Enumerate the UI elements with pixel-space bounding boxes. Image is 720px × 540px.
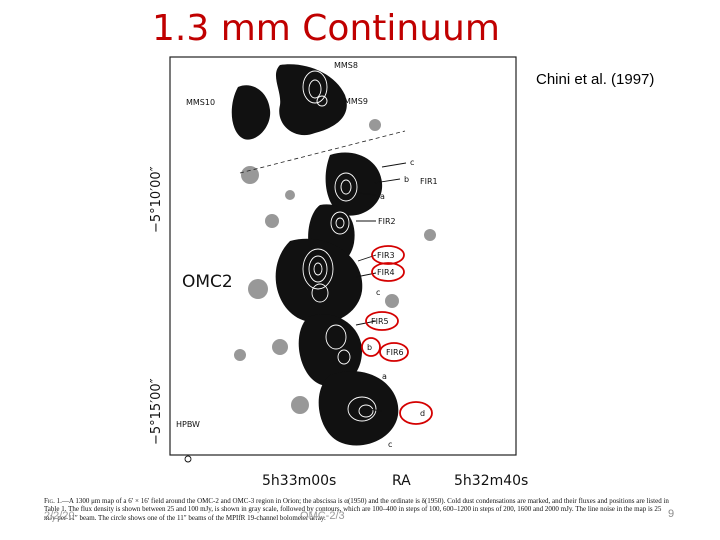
label-d: d (420, 409, 425, 418)
emission-south (318, 371, 399, 446)
region-divider (239, 130, 406, 174)
footer-center: OMC-2/3 (300, 510, 345, 522)
label-omc2: OMC2 (182, 272, 233, 292)
circle-b (361, 337, 381, 357)
dec-label-2: −5°15′00″ (149, 378, 164, 445)
gray-scale-emission (231, 64, 399, 446)
label-c-upper: c (410, 158, 414, 167)
label-hpbw: HPBW (176, 420, 200, 429)
ra-axis-label: RA (392, 473, 411, 489)
label-fir6: FIR6 (386, 348, 404, 357)
ra-tick-1: 5h33m00s (262, 473, 336, 489)
circle-fir6 (379, 342, 409, 362)
caption-figure-label: Fig. 1. (44, 497, 62, 505)
label-b-upper: b (404, 175, 409, 184)
circle-d (399, 401, 433, 425)
emission-fir3-fir4 (275, 238, 363, 324)
caption-text: —A 1300 μm map of a 6′ × 16′ field aroun… (44, 497, 669, 522)
ra-tick-2: 5h32m40s (454, 473, 528, 489)
label-fir5: FIR5 (371, 317, 389, 326)
citation: Chini et al. (1997) (536, 71, 655, 88)
continuum-map: MMS8 MMS10 MMS9 OMC2 HPBW FIR1 FIR2 FIR3… (149, 56, 528, 489)
emission-fir1 (325, 152, 383, 216)
circle-fir3 (371, 245, 405, 265)
slide-title: 1.3 mm Continuum (152, 8, 500, 49)
emission-mms10 (231, 85, 271, 140)
label-fir2: FIR2 (378, 217, 396, 226)
circle-fir5 (365, 311, 399, 331)
footer-date: 2/2/20 (44, 510, 75, 522)
figure-caption: Fig. 1.—A 1300 μm map of a 6′ × 16′ fiel… (44, 497, 674, 522)
label-fir4: FIR4 (377, 268, 395, 277)
label-a-upper: a (380, 192, 385, 201)
emission-fir5-fir6 (298, 314, 362, 387)
page-number: 9 (668, 508, 675, 520)
label-b-mid: b (367, 343, 372, 352)
highlight-circles (361, 245, 433, 425)
label-mms10: MMS10 (186, 98, 215, 107)
label-c-lower: c (388, 440, 392, 449)
label-fir3: FIR3 (377, 251, 395, 260)
beam-circle (184, 455, 192, 463)
emission-top (275, 64, 347, 136)
label-mms9: MMS9 (344, 97, 368, 106)
contours (302, 70, 377, 422)
dec-label-1: −5°10′00″ (149, 166, 164, 233)
continuum-map-figure: MMS8 MMS10 MMS9 OMC2 HPBW FIR1 FIR2 FIR3… (130, 55, 560, 495)
label-mms8: MMS8 (334, 61, 358, 70)
circle-fir4 (371, 262, 405, 282)
gray-scale-speckle (234, 119, 436, 414)
label-a-lower: a (382, 372, 387, 381)
label-fir1: FIR1 (420, 177, 438, 186)
label-c-mid: c (376, 288, 380, 297)
